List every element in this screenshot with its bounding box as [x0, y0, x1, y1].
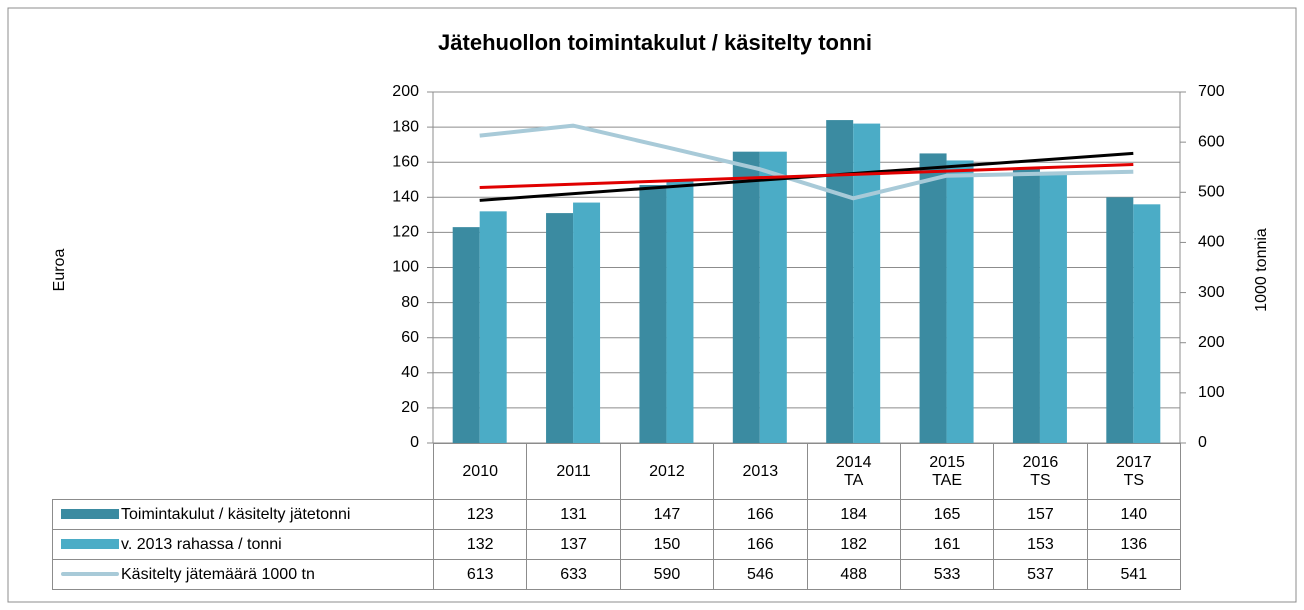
bar	[639, 185, 667, 443]
value-cell: 153	[993, 529, 1088, 560]
value-cell: 488	[806, 559, 901, 590]
x-tick-label: 2014 TA	[835, 453, 872, 489]
x-tick-label: 2013	[742, 462, 779, 480]
legend-label: Toimintakulut / käsitelty jätetonni	[121, 505, 351, 523]
x-tick-label: 2010	[462, 462, 498, 480]
value-cell: 131	[526, 499, 621, 530]
data-table: 2010 2011 2012 2013 2014 TA 2015 TAE 2016 TS 20…	[52, 443, 1182, 590]
y-tick-label: 40	[401, 364, 419, 381]
value-cell: 132	[432, 529, 528, 560]
bar	[946, 160, 974, 443]
bar	[573, 202, 601, 443]
y-tick-label: 0	[410, 434, 419, 451]
y2-tick-label: 0	[1198, 434, 1207, 451]
category-cell: 2015 TAE	[899, 443, 995, 500]
value-cell: 546	[713, 559, 808, 590]
value-cell: 161	[899, 529, 995, 560]
y2-tick-label: 500	[1198, 184, 1225, 201]
bar	[759, 151, 787, 444]
y2-tick-label: 400	[1198, 234, 1225, 251]
legend-swatch	[61, 509, 119, 520]
legend-swatch	[61, 572, 119, 577]
data-row: Käsitelty jätemäärä 1000 tn 613 633 590 546 4…	[52, 559, 1182, 590]
x-tick-label: 2017 TS	[1116, 453, 1152, 489]
value-cell: 533	[899, 559, 995, 590]
y2-tick-label: 700	[1198, 83, 1225, 100]
value-cell: 613	[432, 559, 528, 590]
value-cell: 184	[806, 499, 901, 530]
value-cell: 166	[713, 499, 808, 530]
value-cell: 150	[619, 529, 715, 560]
value-cell: 166	[713, 529, 808, 560]
category-cell: 2010	[432, 443, 528, 500]
x-tick-label: 2011	[556, 462, 591, 480]
y-tick-label: 120	[392, 224, 419, 241]
bar	[1106, 197, 1134, 443]
chart-title: Jätehuollon toimintakulut / käsitelty to…	[438, 30, 872, 55]
category-cell: 2014 TA	[806, 443, 901, 500]
data-row: Toimintakulut / käsitelty jätetonni 123 13…	[52, 499, 1182, 530]
y-tick-label: 200	[392, 83, 419, 100]
value-cell: 137	[526, 529, 621, 560]
value-cell: 182	[806, 529, 901, 560]
bar	[826, 120, 854, 443]
value-cell: 140	[1086, 499, 1182, 530]
legend-cell: v. 2013 rahassa / tonni	[52, 529, 434, 560]
trendline	[479, 163, 1134, 190]
legend-swatch	[61, 539, 119, 550]
value-cell: 147	[619, 499, 715, 530]
bar	[732, 151, 760, 444]
data-row: v. 2013 rahassa / tonni 132 137 150 166 182 16…	[52, 529, 1182, 560]
value-cell: 633	[526, 559, 621, 590]
bar	[666, 179, 694, 443]
legend-cell: Toimintakulut / käsitelty jätetonni	[52, 499, 434, 530]
category-cell: 2011	[526, 443, 621, 500]
category-cell: 2016 TS	[993, 443, 1088, 500]
value-cell: 590	[619, 559, 715, 590]
y-tick-label: 180	[392, 118, 419, 135]
y-tick-label: 60	[401, 329, 419, 346]
bar	[546, 213, 574, 443]
legend-label: v. 2013 rahassa / tonni	[121, 535, 282, 553]
category-cell: 2017 TS	[1086, 443, 1182, 500]
y-tick-label: 20	[401, 399, 419, 416]
x-tick-label: 2012	[649, 462, 685, 480]
legend-label: Käsitelty jätemäärä 1000 tn	[121, 565, 315, 583]
bar	[919, 153, 947, 444]
bar	[853, 123, 881, 443]
category-cell: 2013	[713, 443, 808, 500]
header-row: 2010 2011 2012 2013 2014 TA 2015 TAE 2016 TS 20…	[53, 443, 1182, 500]
bar	[1133, 204, 1161, 443]
y2-tick-label: 100	[1198, 384, 1225, 401]
value-cell: 541	[1086, 559, 1182, 590]
bar	[479, 211, 507, 443]
y-tick-label: 140	[392, 189, 419, 206]
value-cell: 165	[899, 499, 995, 530]
y-tick-label: 80	[401, 294, 419, 311]
bar	[1012, 167, 1040, 443]
category-cell: 2012	[619, 443, 715, 500]
legend-cell: Käsitelty jätemäärä 1000 tn	[52, 559, 434, 590]
y2-tick-label: 200	[1198, 334, 1225, 351]
x-tick-label: 2015 TAE	[929, 453, 965, 489]
value-cell: 157	[993, 499, 1088, 530]
value-cell: 537	[993, 559, 1088, 590]
blank-cell	[53, 444, 434, 500]
y2-tick-label: 300	[1198, 284, 1225, 301]
y2-tick-label: 600	[1198, 133, 1225, 150]
line-series	[479, 123, 1134, 201]
y-axis-label: Euroa	[51, 249, 68, 292]
y-tick-label: 100	[392, 259, 419, 276]
value-cell: 123	[432, 499, 528, 530]
value-cell: 136	[1086, 529, 1182, 560]
x-tick-label: 2016 TS	[1022, 453, 1059, 489]
y-tick-label: 160	[392, 153, 419, 170]
bar	[1039, 174, 1067, 444]
y2-axis-label: 1000 tonnia	[1253, 228, 1270, 312]
bar	[452, 227, 480, 443]
